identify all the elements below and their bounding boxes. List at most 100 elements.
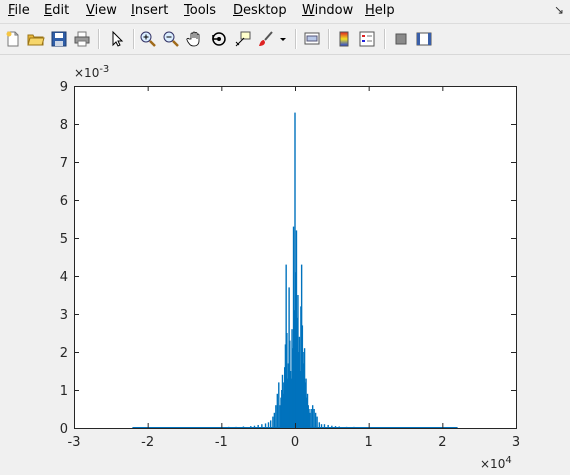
bar — [314, 412, 317, 428]
bar — [297, 352, 300, 428]
y-exponent-power: -3 — [99, 64, 109, 75]
show-plot-tools-icon[interactable] — [413, 28, 435, 50]
bar — [269, 420, 272, 428]
bar — [283, 367, 286, 428]
bar — [281, 390, 283, 428]
bar — [292, 226, 295, 428]
open-file-icon[interactable] — [25, 28, 47, 50]
bar — [316, 416, 318, 428]
bar — [273, 412, 276, 428]
y-tick-label: 9 — [60, 80, 68, 95]
bar — [300, 264, 303, 428]
bar — [300, 306, 302, 428]
save-icon[interactable] — [48, 28, 70, 50]
bar — [297, 295, 299, 428]
bar — [287, 363, 290, 428]
bar — [303, 363, 305, 428]
menu-file[interactable]: File — [8, 3, 30, 18]
y-tick-label: 2 — [60, 346, 68, 361]
y-tick-label: 5 — [60, 232, 68, 247]
bar — [257, 424, 259, 428]
x-exponent-label: ×104 — [480, 455, 512, 471]
menu-help[interactable]: Help — [365, 3, 395, 18]
menu-edit[interactable]: Edit — [44, 3, 70, 18]
x-tick-label: 2 — [438, 435, 446, 450]
menu-desktop[interactable]: Desktop — [233, 3, 287, 18]
bar — [267, 422, 270, 428]
link-plot-icon[interactable] — [301, 28, 323, 50]
bar — [301, 325, 304, 428]
x-tick-label: 3 — [512, 435, 520, 450]
brush-dropdown-icon[interactable] — [278, 28, 288, 50]
x-tick-label: -3 — [68, 435, 81, 450]
bar — [285, 264, 287, 428]
y-tick-label: 3 — [60, 308, 68, 323]
x-tick-label: 1 — [365, 435, 373, 450]
ticks-group: -3 -2 -1 0 1 2 3 0 1 2 3 4 5 6 7 8 9 — [60, 80, 520, 450]
bar — [456, 427, 458, 428]
menu-insert[interactable]: Insert — [131, 3, 169, 18]
bars-group — [132, 112, 458, 428]
bar — [313, 409, 315, 428]
legend-icon[interactable] — [356, 28, 378, 50]
y-exponent-base: ×10 — [74, 66, 99, 80]
bar — [278, 382, 280, 428]
bar — [289, 340, 291, 428]
hide-plot-tools-icon[interactable] — [390, 28, 412, 50]
bar — [296, 317, 298, 428]
menu-bar: File Edit View Insert Tools Desktop Window Help — [0, 0, 570, 22]
bar — [272, 416, 274, 428]
dock-arrow-icon[interactable]: ↘ — [553, 3, 564, 17]
bar — [132, 427, 134, 428]
zoom-in-icon[interactable] — [137, 28, 159, 50]
bar — [295, 230, 298, 428]
bar — [291, 329, 293, 428]
bar — [261, 424, 263, 428]
rotate-3d-icon[interactable] — [208, 28, 230, 50]
brush-icon[interactable] — [255, 28, 277, 50]
menu-view[interactable]: View — [86, 3, 117, 18]
bar — [294, 112, 296, 428]
edit-plot-arrow-icon[interactable] — [106, 28, 128, 50]
bar — [253, 425, 256, 428]
y-exponent-label: ×10-3 — [74, 64, 109, 80]
x-exponent-power: 4 — [505, 455, 511, 466]
bar — [289, 371, 292, 428]
colorbar-icon[interactable] — [333, 28, 355, 50]
bar — [303, 348, 306, 428]
bar — [275, 405, 277, 428]
bar — [302, 352, 304, 428]
y-tick-label: 4 — [60, 270, 68, 285]
bar — [307, 405, 309, 428]
bar — [283, 393, 285, 428]
bar — [295, 272, 297, 428]
bar — [310, 409, 312, 428]
bar — [311, 405, 314, 428]
bar — [276, 393, 279, 428]
menu-window[interactable]: Window — [302, 3, 354, 18]
zoom-out-icon[interactable] — [160, 28, 182, 50]
bar — [299, 371, 301, 428]
y-tick-label: 0 — [60, 422, 68, 437]
new-figure-icon[interactable] — [2, 28, 24, 50]
x-tick-label: -1 — [215, 435, 228, 450]
data-cursor-icon[interactable] — [232, 28, 254, 50]
bar — [292, 348, 294, 428]
x-tick-label: -2 — [141, 435, 154, 450]
y-tick-label: 7 — [60, 156, 68, 171]
print-icon[interactable] — [71, 28, 93, 50]
bar — [308, 409, 310, 428]
bar — [282, 382, 284, 428]
menu-tools[interactable]: Tools — [184, 3, 217, 18]
bar — [323, 424, 326, 428]
x-exponent-base: ×10 — [480, 457, 505, 471]
bar — [279, 405, 281, 428]
bar — [264, 423, 267, 428]
bar — [331, 425, 333, 428]
y-tick-label: 1 — [60, 384, 68, 399]
bar — [320, 424, 323, 428]
bar — [284, 344, 287, 428]
figure-toolbar — [0, 23, 570, 55]
bar — [290, 378, 293, 428]
pan-hand-icon[interactable] — [184, 28, 206, 50]
